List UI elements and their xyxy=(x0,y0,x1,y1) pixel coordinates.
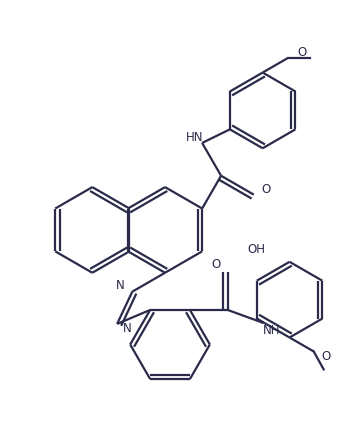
Text: O: O xyxy=(261,183,270,196)
Text: N: N xyxy=(123,322,131,335)
Text: N: N xyxy=(116,279,125,292)
Text: O: O xyxy=(211,258,221,271)
Text: OH: OH xyxy=(247,243,265,256)
Text: O: O xyxy=(298,46,307,59)
Text: O: O xyxy=(321,350,330,363)
Text: NH: NH xyxy=(263,324,280,337)
Text: HN: HN xyxy=(185,132,203,144)
